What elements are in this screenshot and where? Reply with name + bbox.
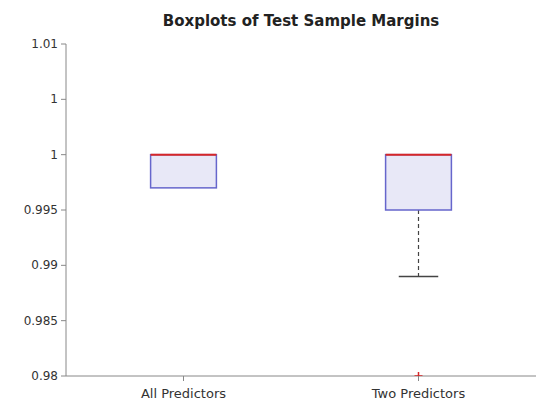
- outlier: [415, 372, 423, 376]
- box-body: [386, 155, 452, 210]
- y-tick-label: 1: [50, 92, 58, 106]
- x-axis: All Predictors Two Predictors: [66, 376, 536, 401]
- y-tick: [61, 320, 66, 321]
- whisker: [418, 210, 419, 276]
- y-tick: [61, 210, 66, 211]
- x-axis-line: [66, 376, 536, 377]
- whisker-cap: [399, 276, 438, 278]
- median: [386, 154, 452, 156]
- chart: Boxplots of Test Sample Margins 0.98 0.985…: [0, 0, 560, 420]
- x-tick: [418, 376, 419, 381]
- x-tick: [183, 376, 184, 381]
- box-body: [151, 155, 217, 188]
- y-tick-label: 0.99: [31, 258, 58, 272]
- y-tick-label: 0.98: [31, 369, 58, 383]
- x-tick-label: All Predictors: [141, 386, 226, 401]
- plot-area: [151, 155, 452, 376]
- y-tick-label: 1: [50, 148, 58, 162]
- y-tick-label: 0.985: [24, 314, 58, 328]
- y-tick: [61, 265, 66, 266]
- chart-container: Boxplots of Test Sample Margins 0.98 0.985…: [0, 0, 560, 420]
- y-tick: [61, 154, 66, 155]
- box: [151, 155, 217, 188]
- box: [386, 155, 452, 376]
- y-axis-line: [66, 44, 67, 376]
- x-tick-label: Two Predictors: [371, 386, 466, 401]
- y-tick-label: 1.01: [31, 37, 58, 51]
- y-tick: [61, 44, 66, 45]
- y-axis: 0.98 0.985 0.99 0.995 1 1 1.01: [24, 37, 66, 383]
- title: Boxplots of Test Sample Margins: [163, 12, 440, 30]
- y-tick-label: 0.995: [24, 203, 58, 217]
- y-tick: [61, 99, 66, 100]
- y-tick: [61, 376, 66, 377]
- median: [151, 154, 217, 156]
